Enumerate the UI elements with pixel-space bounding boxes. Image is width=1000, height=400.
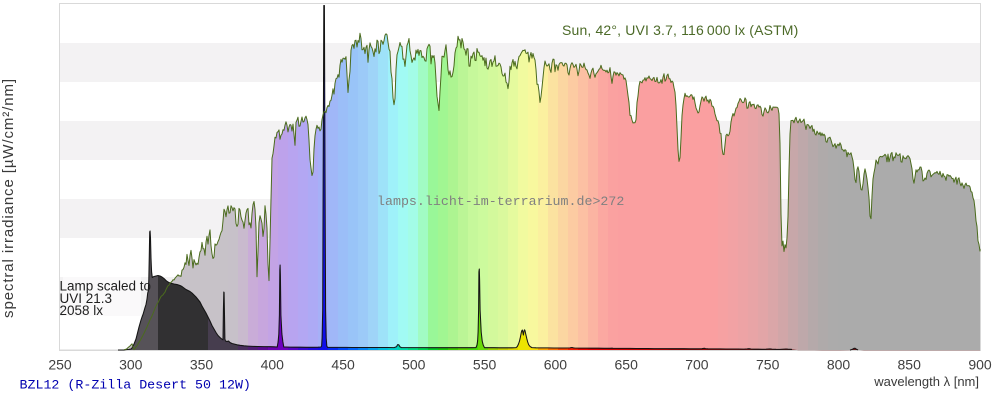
- svg-text:350: 350: [190, 356, 214, 372]
- svg-text:850: 850: [898, 356, 922, 372]
- svg-text:600: 600: [544, 356, 568, 372]
- svg-text:spectral irradiance [µW/cm²/nm: spectral irradiance [µW/cm²/nm]: [0, 78, 17, 318]
- svg-text:750: 750: [756, 356, 780, 372]
- svg-text:2058 lx: 2058 lx: [60, 303, 104, 318]
- svg-text:UVI 21.3: UVI 21.3: [60, 291, 113, 306]
- svg-text:wavelength λ [nm]: wavelength λ [nm]: [873, 374, 979, 389]
- svg-text:BZL12 (R-Zilla Desert 50 12W): BZL12 (R-Zilla Desert 50 12W): [20, 378, 251, 393]
- svg-text:lamps.licht-im-terrarium.de>27: lamps.licht-im-terrarium.de>272: [377, 194, 624, 209]
- svg-text:400: 400: [261, 356, 285, 372]
- svg-text:700: 700: [685, 356, 709, 372]
- svg-text:500: 500: [402, 356, 426, 372]
- svg-text:900: 900: [968, 356, 992, 372]
- svg-text:Lamp scaled to: Lamp scaled to: [60, 279, 152, 294]
- svg-text:300: 300: [119, 356, 143, 372]
- svg-text:650: 650: [615, 356, 639, 372]
- svg-text:Sun, 42°, UVI 3.7, 116 000 lx: Sun, 42°, UVI 3.7, 116 000 lx (ASTM): [562, 22, 798, 38]
- svg-text:450: 450: [331, 356, 355, 372]
- svg-text:550: 550: [473, 356, 497, 372]
- svg-text:800: 800: [827, 356, 851, 372]
- svg-text:250: 250: [48, 356, 72, 372]
